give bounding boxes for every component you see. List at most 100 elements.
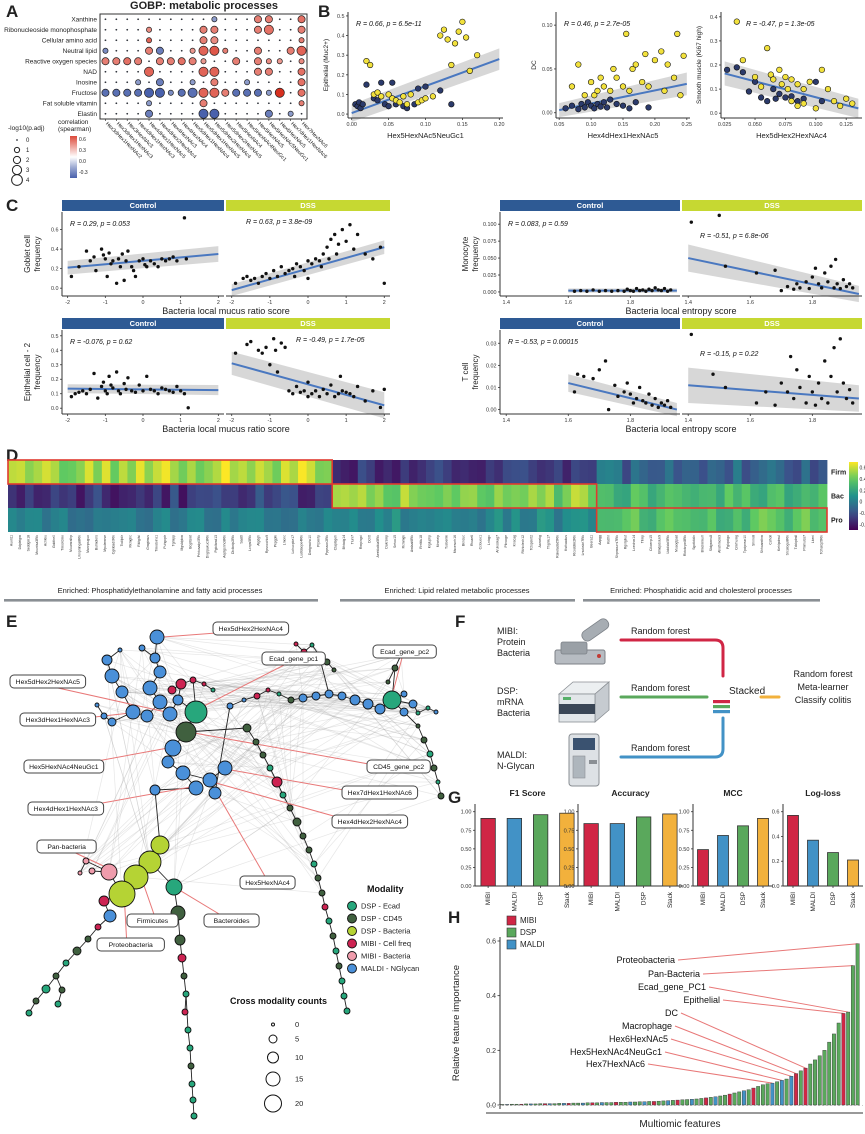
svg-text:Tpciprear10: Tpciprear10 bbox=[743, 535, 747, 553]
svg-text:Shhoamthm: Shhoamthm bbox=[760, 535, 764, 553]
svg-text:Pilrooge: Pilrooge bbox=[504, 535, 508, 548]
maldi-label: MALDI: N-Glycan bbox=[497, 750, 535, 771]
svg-text:0.6: 0.6 bbox=[79, 137, 86, 143]
svg-text:Bacteria local mucus ratio sco: Bacteria local mucus ratio score bbox=[162, 306, 290, 316]
svg-text:T cell: T cell bbox=[461, 362, 470, 381]
svg-text:Ricoddlm2Rik: Ricoddlm2Rik bbox=[572, 535, 576, 556]
svg-text:Bmdpdsiuk9: Bmdpdsiuk9 bbox=[658, 535, 662, 554]
svg-text:Hex4dHex2HexNAc4: Hex4dHex2HexNAc4 bbox=[338, 819, 402, 826]
svg-text:DSP: DSP bbox=[830, 892, 837, 905]
svg-text:Firmicutes: Firmicutes bbox=[137, 918, 169, 925]
svg-text:1: 1 bbox=[179, 418, 182, 424]
svg-text:0.10: 0.10 bbox=[420, 122, 431, 128]
svg-text:Hex5dHex2HexNAc4: Hex5dHex2HexNAc4 bbox=[756, 131, 827, 140]
svg-text:Lrknpmhga8Rik: Lrknpmhga8Rik bbox=[78, 535, 82, 559]
svg-text:Enriched: Phosphatidic acid an: Enriched: Phosphatidic acid and choleste… bbox=[610, 586, 792, 595]
svg-text:Saattl: Saattl bbox=[240, 535, 244, 544]
svg-text:Rkmglrc: Rkmglrc bbox=[129, 535, 133, 548]
svg-text:Dchtt: Dchtt bbox=[368, 535, 372, 543]
svg-text:2: 2 bbox=[383, 300, 386, 306]
svg-text:0.50: 0.50 bbox=[679, 847, 690, 853]
svg-text:Thgnlu17: Thgnlu17 bbox=[547, 535, 551, 549]
svg-text:Hex6HexNAc5: Hex6HexNAc5 bbox=[609, 1034, 668, 1044]
panel-g-bars: F1 Score 0.00 0.25 0.50 0.75 1.00 MIBI MALDI DSP… bbox=[461, 788, 863, 912]
svg-text:Gddthe0: Gddthe0 bbox=[52, 535, 56, 548]
svg-text:Xanthine: Xanthine bbox=[71, 16, 97, 23]
panel-f-workflow: MIBI: Protein Bacteria DSP: mRNA Bacteria MA… bbox=[445, 610, 865, 788]
random-forest-label-mibi: Random forest bbox=[631, 626, 691, 636]
panel-c-facets: Control DSS 0.0 0.2 0.4 0.6 -2 -1 0 1 2 R = 0.29, p… bbox=[23, 200, 862, 434]
svg-text:Aeptgsnhc8Rik: Aeptgsnhc8Rik bbox=[223, 535, 227, 558]
svg-text:0.6: 0.6 bbox=[772, 810, 780, 816]
svg-text:Tudoemk: Tudoemk bbox=[444, 535, 448, 549]
svg-text:Knscag: Knscag bbox=[513, 535, 517, 546]
svg-text:0.6: 0.6 bbox=[860, 466, 865, 472]
svg-text:0.0: 0.0 bbox=[79, 159, 86, 165]
svg-text:Control: Control bbox=[130, 319, 157, 328]
svg-text:Ecad_gene_pc1: Ecad_gene_pc1 bbox=[269, 656, 318, 663]
svg-text:Lntcgc: Lntcgc bbox=[487, 535, 491, 545]
svg-text:Rtoae6: Rtoae6 bbox=[470, 535, 474, 546]
svg-text:Beera11: Beera11 bbox=[589, 535, 593, 548]
svg-text:Prpmrlp: Prpmrlp bbox=[316, 535, 320, 547]
svg-text:MIBI: MIBI bbox=[790, 892, 797, 905]
svg-text:DSP - Bacteria: DSP - Bacteria bbox=[361, 927, 411, 936]
svg-text:0.6: 0.6 bbox=[486, 939, 496, 946]
svg-text:DC: DC bbox=[665, 1008, 678, 1018]
svg-text:1: 1 bbox=[26, 148, 30, 154]
svg-text:Accuracy: Accuracy bbox=[611, 788, 650, 798]
svg-text:Mgsldpkm: Mgsldpkm bbox=[180, 535, 184, 551]
svg-text:1.8: 1.8 bbox=[809, 300, 817, 306]
svg-text:R = 0.29, p = 0.053: R = 0.29, p = 0.053 bbox=[70, 221, 130, 228]
svg-text:1.6: 1.6 bbox=[747, 418, 755, 424]
svg-text:Rakeladsd5Rik: Rakeladsd5Rik bbox=[555, 535, 559, 558]
svg-text:Tdckplmll: Tdckplmll bbox=[794, 535, 798, 550]
meta-learner-label: Random forest Meta-learner Classify coliti… bbox=[793, 669, 853, 705]
svg-text:Srcatogu8Rik: Srcatogu8Rik bbox=[786, 535, 790, 556]
svg-text:0.15: 0.15 bbox=[618, 122, 629, 128]
svg-text:DSP - Ecad: DSP - Ecad bbox=[361, 902, 400, 911]
panel-letter-b: B bbox=[318, 2, 331, 21]
svg-text:R = -0.53, p = 0.00015: R = -0.53, p = 0.00015 bbox=[508, 339, 578, 346]
panel-letter-f: F bbox=[455, 612, 466, 631]
svg-text:0.5: 0.5 bbox=[337, 14, 345, 20]
svg-text:0.3: 0.3 bbox=[51, 363, 59, 369]
svg-text:Bmcimmurr: Bmcimmurr bbox=[700, 534, 704, 552]
svg-text:0.15: 0.15 bbox=[457, 122, 468, 128]
svg-text:Ecad_gene_pc2: Ecad_gene_pc2 bbox=[380, 649, 429, 656]
svg-text:DSS: DSS bbox=[764, 201, 779, 210]
svg-text:Mrcrteip: Mrcrteip bbox=[436, 535, 440, 547]
svg-text:0.025: 0.025 bbox=[483, 273, 497, 279]
svg-text:-log10(p.adj): -log10(p.adj) bbox=[8, 125, 45, 132]
svg-text:3: 3 bbox=[26, 168, 30, 174]
svg-text:20: 20 bbox=[295, 1099, 303, 1108]
svg-text:0.1: 0.1 bbox=[51, 392, 59, 398]
svg-text:Bhtcdg14: Bhtcdg14 bbox=[342, 535, 346, 549]
svg-text:Hex3dHex1HexNAc3: Hex3dHex1HexNAc3 bbox=[26, 717, 90, 724]
svg-text:0.50: 0.50 bbox=[461, 847, 472, 853]
svg-text:Pan-Bacteria: Pan-Bacteria bbox=[648, 969, 700, 979]
panel-letter-e: E bbox=[6, 612, 18, 631]
svg-text:1.00: 1.00 bbox=[679, 810, 690, 816]
svg-text:Bac: Bac bbox=[831, 494, 844, 501]
svg-text:Gmgtmus: Gmgtmus bbox=[146, 535, 150, 550]
svg-text:Ribonucleoside monophosphate: Ribonucleoside monophosphate bbox=[4, 27, 97, 34]
svg-text:frequency: frequency bbox=[33, 354, 42, 389]
random-forest-label-maldi: Random forest bbox=[631, 743, 691, 753]
svg-text:Tmsotcmo: Tmsotcmo bbox=[60, 535, 64, 551]
svg-text:Relative feature importance: Relative feature importance bbox=[451, 965, 462, 1081]
svg-text:0.00: 0.00 bbox=[461, 884, 472, 890]
svg-text:Muaogtpad: Muaogtpad bbox=[675, 535, 679, 552]
svg-text:0.100: 0.100 bbox=[809, 122, 823, 128]
svg-text:0.2: 0.2 bbox=[51, 377, 59, 383]
stacked-label: Stacked bbox=[729, 686, 766, 697]
svg-text:-1: -1 bbox=[103, 300, 108, 306]
svg-text:Amlaai6Rik: Amlaai6Rik bbox=[410, 535, 414, 552]
svg-text:0.25: 0.25 bbox=[564, 865, 575, 871]
svg-text:MIBI: MIBI bbox=[520, 916, 536, 925]
svg-text:0: 0 bbox=[26, 138, 30, 144]
svg-text:DC: DC bbox=[531, 60, 538, 70]
panel-letter-h: H bbox=[448, 908, 461, 927]
svg-text:Alndhmcm3: Alndhmcm3 bbox=[717, 535, 721, 553]
svg-text:0.0: 0.0 bbox=[772, 884, 780, 890]
